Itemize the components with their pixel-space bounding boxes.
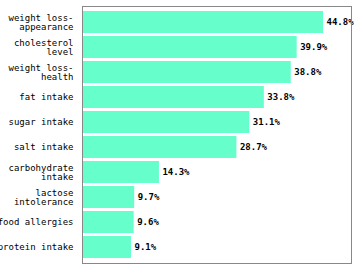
svg-text:38.8%: 38.8%: [294, 67, 322, 77]
svg-text:9.6%: 9.6%: [137, 217, 159, 227]
svg-text:14.3%: 14.3%: [162, 167, 190, 177]
svg-text:39.9%: 39.9%: [300, 42, 328, 52]
svg-text:food allergies: food allergies: [0, 217, 74, 227]
svg-text:protein intake: protein intake: [0, 242, 74, 252]
svg-text:31.1%: 31.1%: [253, 117, 281, 127]
svg-text:weight loss-appearance: weight loss-appearance: [8, 13, 73, 32]
svg-text:cholesterollevel: cholesterollevel: [14, 38, 74, 57]
svg-text:carbohydrateintake: carbohydrateintake: [8, 163, 73, 182]
svg-text:9.1%: 9.1%: [134, 242, 156, 252]
svg-text:sugar intake: sugar intake: [8, 117, 73, 127]
svg-text:9.7%: 9.7%: [138, 192, 160, 202]
svg-text:fat intake: fat intake: [19, 92, 73, 102]
svg-text:lactoseintolerance: lactoseintolerance: [14, 188, 74, 207]
svg-text:salt intake: salt intake: [14, 142, 74, 152]
svg-text:33.8%: 33.8%: [267, 92, 295, 102]
svg-text:28.7%: 28.7%: [240, 142, 268, 152]
svg-text:44.8%: 44.8%: [327, 17, 355, 27]
svg-text:weight loss-health: weight loss-health: [8, 63, 73, 82]
